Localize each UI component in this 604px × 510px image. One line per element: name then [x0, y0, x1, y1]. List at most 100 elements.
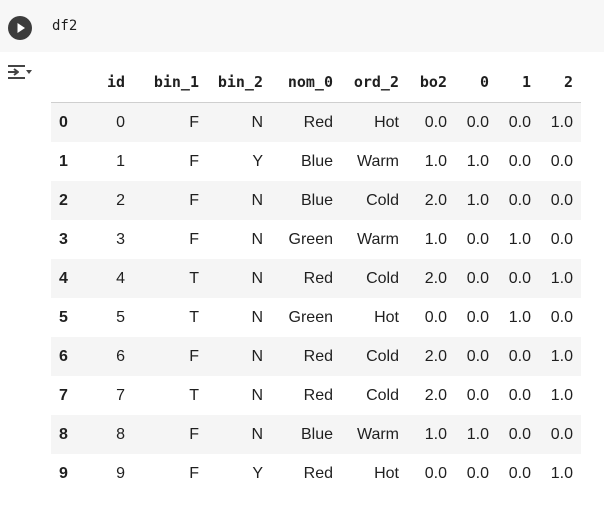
cell-ord-2: Hot	[374, 113, 399, 131]
column-header-2: 2	[531, 62, 581, 103]
cell-bo2: 2.0	[424, 347, 447, 365]
column-header-ord-2: ord_2	[333, 62, 399, 103]
cell-2: 1.0	[550, 113, 573, 131]
cell-bin-2: N	[251, 230, 263, 248]
table-row: 0 0 F N Red Hot 0.0 0.0 0.0 1.0	[51, 102, 581, 142]
table-row: 8 8 F N Blue Warm 1.0 1.0 0.0 0.0	[51, 415, 581, 454]
table-row: 3 3 F N Green Warm 1.0 0.0 1.0 0.0	[51, 220, 581, 259]
cell-1: 0.0	[508, 464, 531, 482]
cell-bin-1: T	[189, 308, 199, 326]
cell-bin-1: F	[189, 425, 199, 443]
cell-bo2: 0.0	[424, 464, 447, 482]
cell-ord-2: Cold	[366, 386, 399, 404]
cell-bin-2: N	[251, 308, 263, 326]
cell-bo2: 1.0	[424, 230, 447, 248]
cell-bin-1: T	[189, 269, 199, 287]
table-row: 4 4 T N Red Cold 2.0 0.0 0.0 1.0	[51, 259, 581, 298]
column-header-nom-0: nom_0	[263, 62, 333, 103]
cell-1: 1.0	[508, 230, 531, 248]
cell-0: 1.0	[466, 152, 489, 170]
cell-2: 1.0	[550, 269, 573, 287]
run-cell-button[interactable]	[8, 16, 32, 40]
cell-0: 0.0	[466, 230, 489, 248]
row-index: 4	[59, 269, 68, 287]
cell-bin-1: F	[189, 191, 199, 209]
cell-nom-0: Red	[303, 113, 333, 131]
table-row: 2 2 F N Blue Cold 2.0 1.0 0.0 0.0	[51, 181, 581, 220]
cell-nom-0: Red	[303, 347, 333, 365]
column-header-1: 1	[489, 62, 531, 103]
cell-id: 2	[116, 191, 125, 209]
cell-nom-0: Green	[288, 230, 333, 248]
cell-bin-2: N	[251, 269, 263, 287]
cell-bin-2: N	[251, 113, 263, 131]
cell-0: 0.0	[466, 464, 489, 482]
row-index: 9	[59, 464, 68, 482]
cell-2: 0.0	[550, 425, 573, 443]
cell-id: 4	[116, 269, 125, 287]
cell-bo2: 1.0	[424, 425, 447, 443]
table-header-row: id bin_1 bin_2 nom_0 ord_2 bo2 0 1 2	[51, 62, 581, 103]
cell-2: 0.0	[550, 308, 573, 326]
column-header-id: id	[77, 62, 125, 103]
table-row: 1 1 F Y Blue Warm 1.0 1.0 0.0 0.0	[51, 142, 581, 181]
cell-bo2: 2.0	[424, 191, 447, 209]
cell-nom-0: Blue	[300, 191, 333, 209]
output-options-icon[interactable]	[6, 60, 34, 88]
cell-2: 0.0	[550, 152, 573, 170]
cell-0: 0.0	[466, 386, 489, 404]
cell-bin-1: F	[189, 347, 199, 365]
cell-nom-0: Red	[303, 386, 333, 404]
cell-2: 1.0	[550, 347, 573, 365]
cell-2: 1.0	[550, 464, 573, 482]
code-text[interactable]: df2	[52, 18, 78, 34]
cell-ord-2: Hot	[374, 308, 399, 326]
column-header-index	[51, 62, 77, 103]
cell-bo2: 2.0	[424, 269, 447, 287]
cell-bin-1: F	[189, 230, 199, 248]
cell-1: 0.0	[508, 425, 531, 443]
cell-2: 0.0	[550, 191, 573, 209]
cell-ord-2: Cold	[366, 269, 399, 287]
cell-bo2: 2.0	[424, 386, 447, 404]
cell-bo2: 1.0	[424, 152, 447, 170]
cell-nom-0: Red	[303, 269, 333, 287]
cell-0: 0.0	[466, 347, 489, 365]
cell-1: 0.0	[508, 269, 531, 287]
cell-ord-2: Cold	[366, 347, 399, 365]
cell-1: 0.0	[508, 191, 531, 209]
table-row: 6 6 F N Red Cold 2.0 0.0 0.0 1.0	[51, 337, 581, 376]
row-index: 7	[59, 386, 68, 404]
cell-bin-2: N	[251, 347, 263, 365]
table-row: 5 5 T N Green Hot 0.0 0.0 1.0 0.0	[51, 298, 581, 337]
dataframe-output-table: id bin_1 bin_2 nom_0 ord_2 bo2 0 1 2 0 0 F…	[51, 62, 581, 493]
table-row: 9 9 F Y Red Hot 0.0 0.0 0.0 1.0	[51, 454, 581, 493]
row-index: 6	[59, 347, 68, 365]
cell-nom-0: Blue	[300, 425, 333, 443]
cell-bo2: 0.0	[424, 308, 447, 326]
row-index: 8	[59, 425, 68, 443]
cell-id: 7	[116, 386, 125, 404]
cell-0: 0.0	[466, 308, 489, 326]
cell-1: 0.0	[508, 347, 531, 365]
cell-0: 0.0	[466, 269, 489, 287]
cell-id: 3	[116, 230, 125, 248]
cell-bin-1: F	[189, 152, 199, 170]
cell-id: 9	[116, 464, 125, 482]
cell-bin-1: F	[189, 113, 199, 131]
cell-bin-2: Y	[252, 464, 263, 482]
cell-id: 1	[116, 152, 125, 170]
cell-bin-2: N	[251, 425, 263, 443]
cell-nom-0: Red	[303, 464, 333, 482]
cell-bin-2: N	[251, 386, 263, 404]
cell-bin-1: F	[189, 464, 199, 482]
row-index: 1	[59, 152, 68, 170]
cell-bin-1: T	[189, 386, 199, 404]
cell-nom-0: Green	[288, 308, 333, 326]
table-row: 7 7 T N Red Cold 2.0 0.0 0.0 1.0	[51, 376, 581, 415]
cell-2: 0.0	[550, 230, 573, 248]
cell-1: 1.0	[508, 308, 531, 326]
code-cell-input[interactable]: df2	[0, 0, 604, 52]
column-header-bo2: bo2	[399, 62, 447, 103]
cell-0: 0.0	[466, 113, 489, 131]
